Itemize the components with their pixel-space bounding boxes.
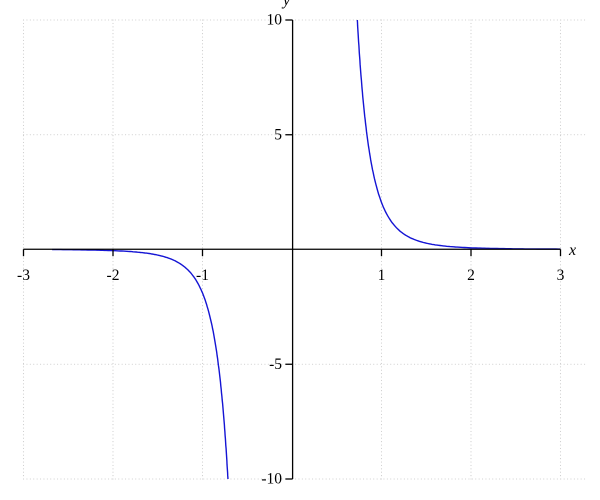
svg-text:-1: -1 <box>196 267 209 284</box>
svg-text:x: x <box>568 242 576 259</box>
svg-text:-5: -5 <box>269 356 282 373</box>
svg-text:2: 2 <box>467 267 475 284</box>
svg-text:-3: -3 <box>17 267 30 284</box>
svg-text:10: 10 <box>267 12 283 29</box>
svg-text:1: 1 <box>378 267 386 284</box>
svg-text:3: 3 <box>557 267 565 284</box>
svg-text:-2: -2 <box>107 267 120 284</box>
svg-text:y: y <box>281 0 291 9</box>
svg-text:5: 5 <box>274 127 282 144</box>
svg-text:-10: -10 <box>261 471 282 488</box>
